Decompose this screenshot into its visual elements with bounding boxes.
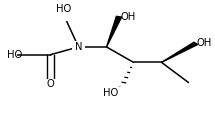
Text: OH: OH	[197, 38, 212, 48]
Bar	[112, 11, 126, 22]
Bar	[189, 38, 203, 49]
Text: OH: OH	[120, 12, 135, 22]
Polygon shape	[106, 16, 122, 47]
Bar	[0, 49, 17, 60]
Bar	[45, 79, 56, 90]
Text: N: N	[75, 42, 82, 52]
Polygon shape	[161, 42, 198, 62]
Text: O: O	[47, 79, 54, 89]
Bar	[56, 10, 72, 21]
Text: HO: HO	[7, 50, 22, 60]
Bar	[72, 41, 85, 53]
Text: HO: HO	[56, 4, 72, 14]
Text: HO: HO	[103, 88, 118, 98]
Bar	[112, 87, 126, 98]
